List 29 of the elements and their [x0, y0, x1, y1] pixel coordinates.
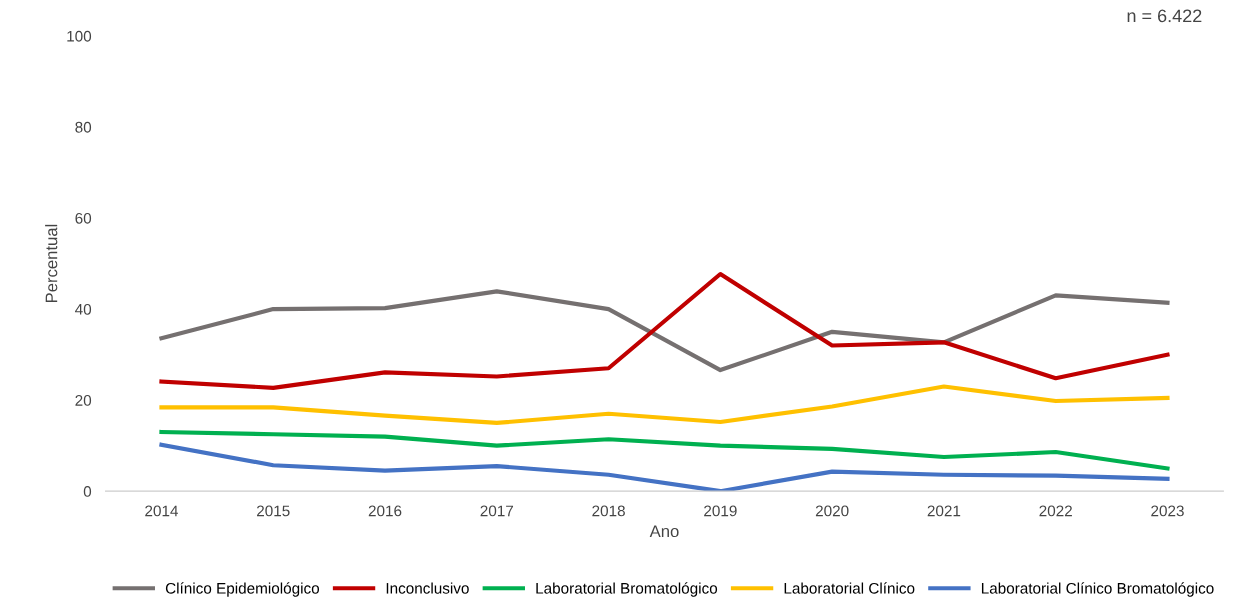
- x-tick-label: 2021: [927, 505, 961, 517]
- y-axis-title: Percentual: [45, 224, 58, 303]
- line-series: [159, 442, 1170, 492]
- x-axis-title: Ano: [649, 525, 679, 538]
- line-series: [159, 289, 1170, 373]
- x-tick-label: 2022: [1039, 505, 1072, 517]
- legend-label: Inconclusivo: [386, 582, 469, 594]
- legend-label: Laboratorial Clínico Bromatológico: [981, 582, 1214, 597]
- line-series: [159, 271, 1170, 390]
- x-tick-label: 2015: [257, 505, 290, 517]
- legend-label: Clínico Epidemiológico: [165, 582, 320, 597]
- y-tick-label: 20: [75, 395, 92, 406]
- y-tick-label: 0: [83, 486, 92, 497]
- x-tick-label: 2020: [815, 505, 849, 517]
- y-tick-label: 100: [67, 30, 92, 42]
- line-series: [159, 384, 1170, 425]
- x-tick-label: 2016: [368, 505, 402, 517]
- text: n = 6.422: [1127, 9, 1202, 23]
- x-tick-label: 2018: [592, 505, 625, 517]
- x-tick-label: 2019: [704, 505, 737, 517]
- y-tick-label: 80: [75, 121, 92, 133]
- legend-label: Laboratorial Bromatológico: [536, 582, 718, 597]
- y-tick-label: 40: [75, 303, 92, 315]
- x-tick-label: 2014: [145, 505, 179, 517]
- line-series: [159, 429, 1170, 471]
- x-tick-label: 2023: [1151, 505, 1184, 517]
- legend-label: Laboratorial Clínico: [784, 582, 915, 594]
- y-tick-label: 60: [75, 212, 92, 224]
- x-tick-label: 2017: [480, 505, 514, 517]
